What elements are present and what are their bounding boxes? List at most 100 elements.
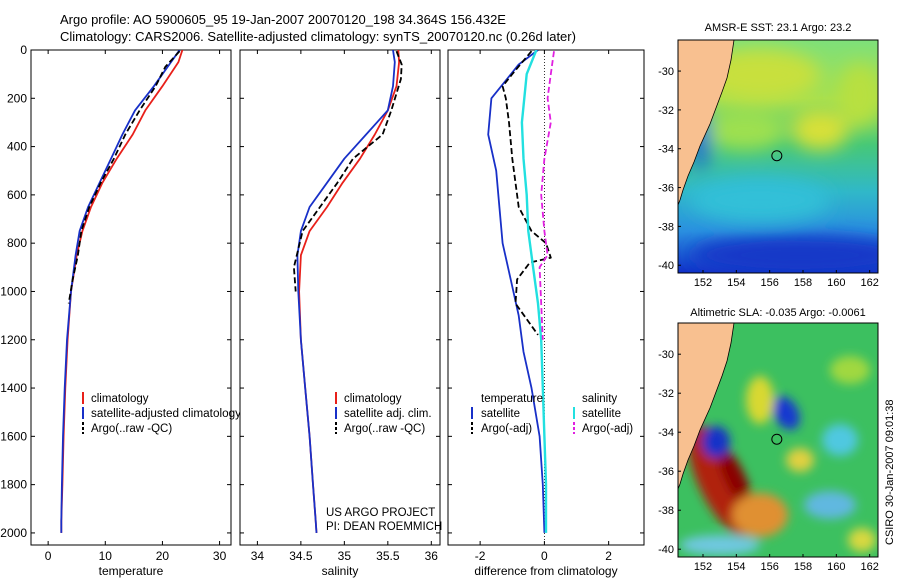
map-y-tick-label: -36 (658, 466, 674, 478)
legend-label-temp-satellite: satellite (481, 408, 520, 420)
map-y-tick-label: -30 (658, 66, 674, 78)
sla-map-title: Altimetric SLA: -0.035 Argo: -0.0061 (690, 307, 865, 319)
map-x-tick-label: 154 (727, 561, 745, 573)
x-tick-label: 35.5 (376, 549, 400, 563)
x-tick-label: 2 (605, 549, 612, 563)
map-y-tick-label: -32 (658, 105, 674, 117)
figure-title-line2: Climatology: CARS2006. Satellite-adjuste… (60, 29, 576, 44)
sst-argo-marker (771, 150, 783, 162)
series-line-salinity-argo (538, 51, 555, 340)
csiro-timestamp: CSIRO 30-Jan-2007 09:01:38 (884, 399, 896, 545)
map-x-tick-label: 160 (827, 561, 845, 573)
legend-label-climatology: climatology (91, 393, 149, 405)
map-x-tick-label: 152 (694, 277, 712, 289)
figure-title-line1: Argo profile: AO 5900605_95 19-Jan-2007 … (60, 12, 506, 27)
legend-header-temperature: temperature (481, 393, 543, 405)
legend-label-argo: Argo(..raw -QC) (344, 423, 425, 435)
x-tick-label: 0 (541, 549, 548, 563)
sla-anomalies (680, 356, 876, 555)
pressure-axis: 0 200 400 600 800 1000 1200 1400 1600 1800 2000 (0, 43, 231, 540)
y-tick-label: 200 (7, 91, 27, 105)
difference-legend: temperature satellite Argo(-adj) salinit… (471, 393, 633, 435)
y-tick-label: 0 (20, 43, 27, 57)
map-x-tick-label: 158 (794, 561, 812, 573)
credit-pi: PI: DEAN ROEMMICH (326, 521, 442, 533)
sst-warm-blob (705, 110, 785, 150)
temperature-xlabel: temperature (99, 564, 164, 578)
difference-series (487, 50, 555, 545)
series-line-satellite (296, 50, 396, 533)
sla-warm (830, 356, 870, 384)
sla-cool (822, 424, 858, 456)
sla-map-axes: 152 154 156 158 160 162 -30 -32 -34 -36 -38 -40 (658, 349, 879, 573)
map-y-tick-label: -40 (658, 544, 674, 556)
map-x-tick-label: 156 (760, 277, 778, 289)
salinity-axes-frame (239, 49, 441, 546)
y-tick-label: 600 (7, 188, 27, 202)
y-tick-label: 800 (7, 236, 27, 250)
x-tick-label: 34 (251, 549, 265, 563)
map-y-tick-label: -32 (658, 388, 674, 400)
salinity-panel: 34 34.5 35 35.5 36 salinity climatology sate… (239, 49, 442, 578)
map-y-tick-label: -34 (658, 144, 674, 156)
map-y-tick-label: -38 (658, 505, 674, 517)
sla-high (718, 446, 752, 510)
x-tick-label: 10 (99, 549, 113, 563)
sst-warm-blob (838, 63, 878, 127)
salinity-series (292, 50, 403, 533)
map-x-tick-label: 154 (727, 277, 745, 289)
sst-map-panel: AMSR-E SST: 23.1 Argo: 23.2 152 154 156 158… (658, 22, 879, 289)
temperature-panel: 0 200 400 600 800 1000 1200 1400 1600 1800 2000 0 1… (0, 43, 241, 578)
sst-coast-land (678, 40, 734, 205)
y-tick-label: 1600 (0, 429, 27, 443)
difference-xlabel: difference from climatology (474, 564, 617, 578)
sla-argo-marker (771, 433, 783, 445)
sst-map-axes: 152 154 156 158 160 162 -30 -32 -34 -36 -38 -40 (658, 66, 879, 289)
series-line-temperature-satellite (487, 50, 546, 533)
sst-field (678, 40, 878, 273)
map-y-tick-label: -40 (658, 260, 674, 272)
sla-cool (680, 535, 760, 555)
sla-warm (786, 448, 814, 472)
sla-map-frame (677, 322, 879, 558)
salinity-x-axis: 34 34.5 35 35.5 36 (240, 49, 440, 563)
map-x-tick-label: 158 (794, 277, 812, 289)
series-line-temperature-argo (501, 50, 552, 336)
temperature-x-axis: 0 10 20 30 (45, 50, 227, 563)
sla-mid (732, 493, 788, 537)
legend-label-temp-argo: Argo(-adj) (481, 423, 532, 435)
salinity-xlabel: salinity (322, 564, 359, 578)
x-tick-label: 35 (338, 549, 352, 563)
map-x-tick-label: 162 (860, 561, 878, 573)
temperature-axes-frame (30, 49, 232, 546)
y-tick-label: 1200 (0, 333, 27, 347)
sla-warm (848, 528, 876, 552)
map-y-tick-label: -30 (658, 349, 674, 361)
legend-label-argo: Argo(..raw -QC) (91, 423, 172, 435)
legend-header-salinity: salinity (582, 393, 617, 405)
map-x-tick-label: 160 (827, 277, 845, 289)
sst-map-frame (677, 39, 879, 274)
x-tick-label: 0 (45, 549, 52, 563)
sla-coastline (678, 323, 735, 490)
y-tick-label: 400 (7, 140, 27, 154)
x-tick-label: -2 (475, 549, 486, 563)
series-line-argo (292, 50, 403, 292)
temperature-legend: climatology satellite-adjusted climatolo… (82, 392, 241, 435)
credit-project: US ARGO PROJECT (326, 507, 435, 519)
sla-field (678, 323, 878, 557)
legend-label-sal-satellite: satellite (582, 408, 621, 420)
map-y-tick-label: -34 (658, 427, 674, 439)
difference-x-axis: -2 0 2 (448, 49, 644, 563)
legend-label-satellite: satellite adj. clim. (344, 408, 432, 420)
legend-label-sal-argo: Argo(-adj) (582, 423, 633, 435)
sla-low (772, 396, 800, 430)
x-tick-label: 30 (213, 549, 227, 563)
sst-coastline (678, 40, 735, 206)
y-tick-label: 1400 (0, 381, 27, 395)
y-tick-label: 1000 (0, 284, 27, 298)
x-tick-label: 36 (425, 549, 439, 563)
legend-label-satellite: satellite-adjusted climatology (91, 408, 241, 420)
sla-coast-land (678, 323, 734, 489)
sst-cool-blob (690, 178, 830, 222)
